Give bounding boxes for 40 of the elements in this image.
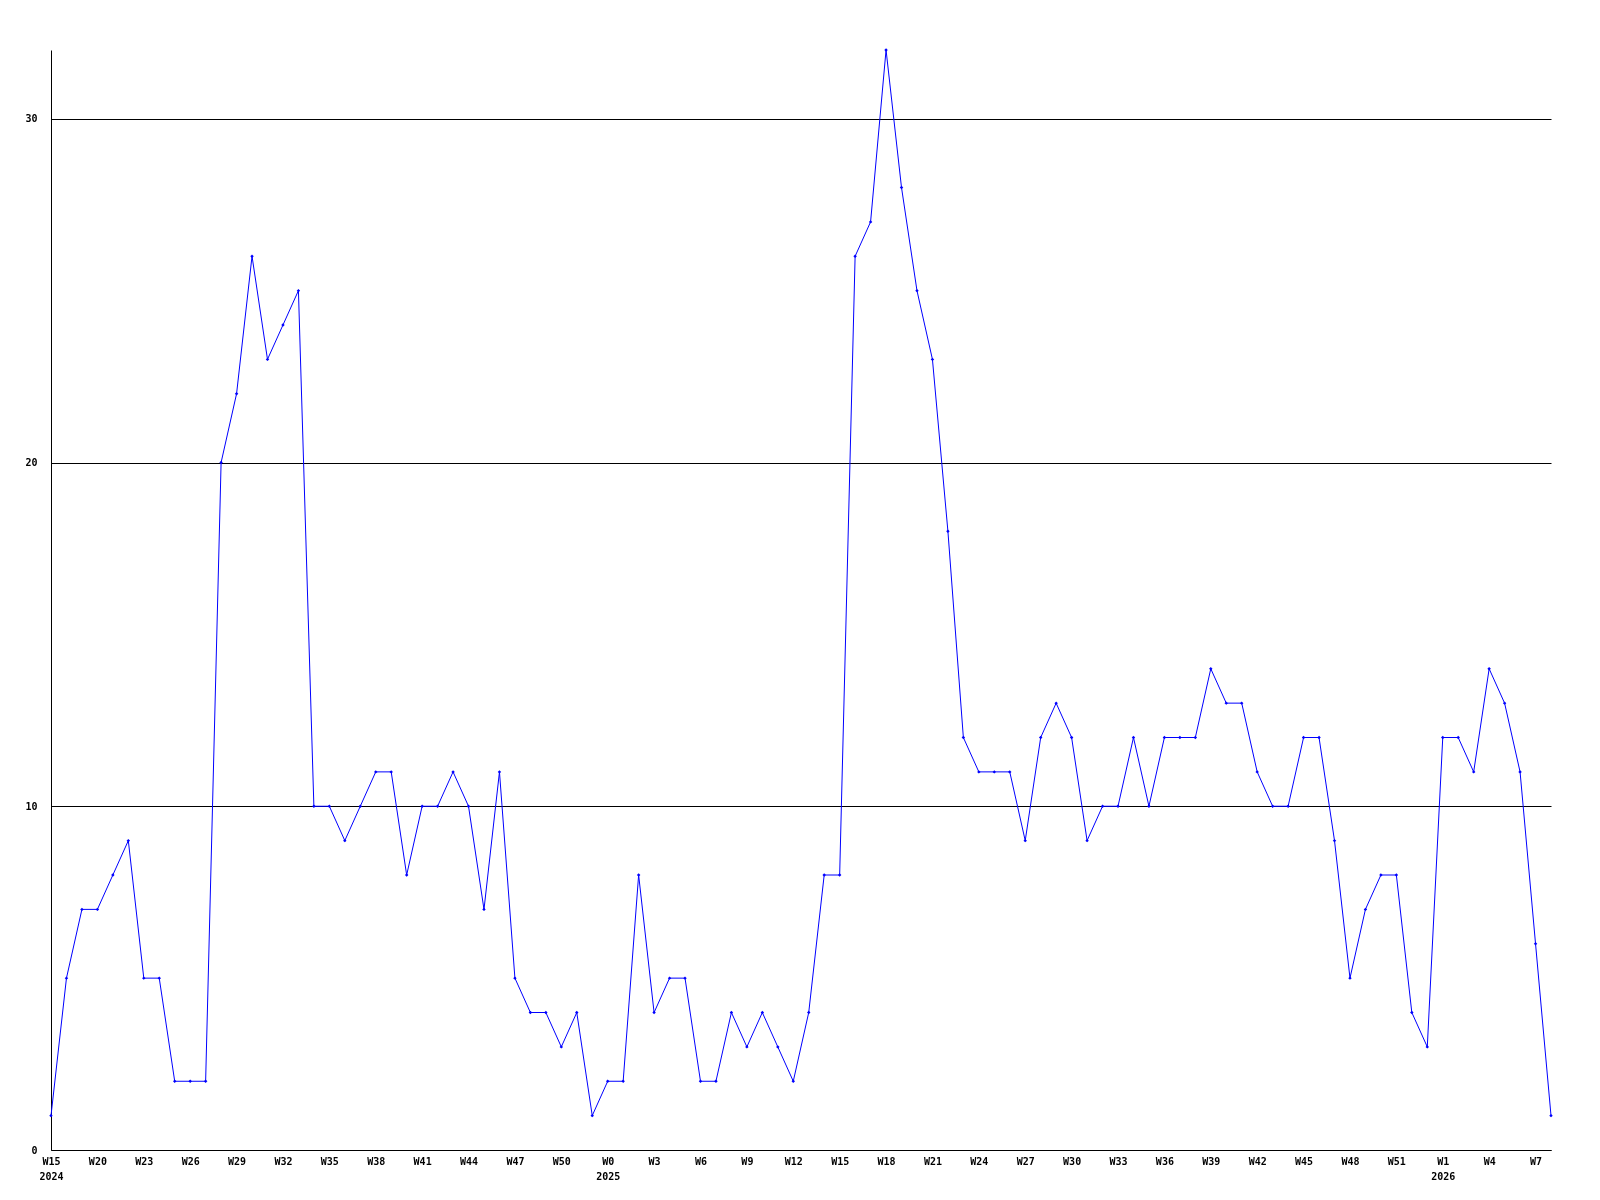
x-tick-label: W33 bbox=[1109, 1155, 1128, 1167]
x-tick-label: W35 bbox=[320, 1155, 339, 1167]
y-tick-label: 20 bbox=[25, 457, 38, 468]
x-tick-label: W1 bbox=[1437, 1155, 1450, 1167]
text: 2026 bbox=[1431, 1170, 1456, 1182]
x-tick-label: W36 bbox=[1155, 1155, 1174, 1167]
x-tick-label: W29 bbox=[228, 1155, 247, 1167]
x-tick-label: W47 bbox=[506, 1155, 525, 1167]
x-tick-label: W15 bbox=[831, 1155, 850, 1167]
x-tick-label: W6 bbox=[694, 1155, 708, 1167]
text: 2025 bbox=[596, 1170, 621, 1182]
y-tick-label: 0 bbox=[31, 1144, 38, 1156]
x-tick-label: W18 bbox=[877, 1155, 896, 1167]
x-tick-label: W7 bbox=[1530, 1155, 1543, 1167]
x-tick-label: W15 bbox=[42, 1155, 61, 1167]
x-tick-label: W50 bbox=[552, 1155, 571, 1167]
x-tick-label: W12 bbox=[784, 1155, 803, 1167]
text: 2024 bbox=[39, 1170, 64, 1182]
x-tick-label: W44 bbox=[459, 1155, 479, 1167]
x-tick-label: W4 bbox=[1483, 1155, 1496, 1167]
x-tick-label: W26 bbox=[181, 1155, 200, 1167]
y-tick-label: 10 bbox=[25, 800, 38, 812]
x-tick-label: W42 bbox=[1248, 1155, 1267, 1167]
x-tick-label: W48 bbox=[1341, 1155, 1360, 1167]
x-tick-label: W38 bbox=[367, 1155, 386, 1167]
x-tick-label: W32 bbox=[274, 1155, 293, 1167]
x-tick-label: W0 bbox=[602, 1155, 615, 1167]
x-tick-label: W27 bbox=[1016, 1155, 1035, 1167]
x-tick-label: W20 bbox=[88, 1155, 107, 1167]
x-tick-label: W39 bbox=[1202, 1155, 1221, 1167]
x-tick-label: W23 bbox=[135, 1155, 154, 1167]
x-tick-label: W41 bbox=[413, 1155, 432, 1167]
x-tick-label: W9 bbox=[741, 1155, 754, 1167]
x-tick-label: W30 bbox=[1063, 1155, 1082, 1167]
x-tick-label: W3 bbox=[648, 1155, 661, 1167]
y-tick-label: 30 bbox=[25, 113, 38, 125]
x-tick-label: W24 bbox=[970, 1155, 989, 1167]
x-tick-label: W51 bbox=[1387, 1155, 1406, 1167]
x-tick-label: W21 bbox=[923, 1155, 942, 1167]
x-tick-label: W45 bbox=[1295, 1155, 1314, 1167]
